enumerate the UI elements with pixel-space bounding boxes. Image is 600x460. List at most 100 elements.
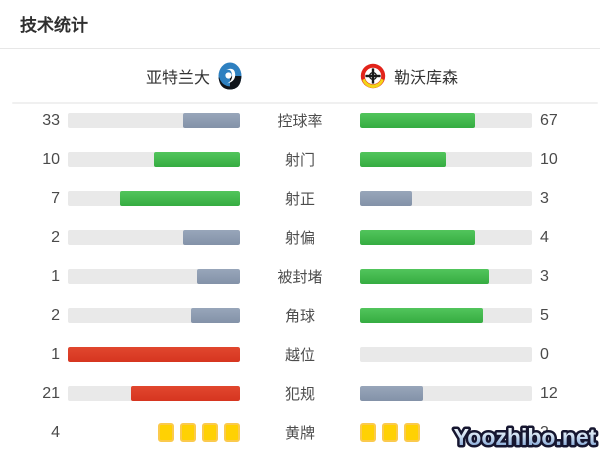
leverkusen-logo-icon — [360, 63, 386, 89]
home-bar-fill — [197, 268, 240, 284]
home-bar — [68, 384, 240, 404]
away-value: 3 — [540, 267, 549, 285]
stat-label: 射偏 — [284, 230, 315, 247]
away-bar-track — [360, 190, 532, 206]
away-bar-fill — [360, 385, 423, 401]
watermark-text: Yoozhibo.net — [454, 424, 597, 450]
away-bar — [360, 150, 532, 170]
away-bar-fill — [360, 268, 489, 284]
home-bar-track — [68, 229, 240, 245]
yellow-card-icon — [382, 423, 398, 442]
away-value: 12 — [540, 384, 558, 402]
home-bar-fill — [190, 307, 240, 323]
home-bar — [68, 345, 240, 365]
stat-label: 犯规 — [284, 386, 315, 403]
home-value: 10 — [42, 150, 60, 168]
home-yellow-cards — [68, 423, 240, 443]
away-bar-track — [360, 385, 532, 401]
yellow-card-icon — [158, 423, 174, 442]
page-title: 技术统计 — [20, 16, 88, 35]
home-bar-fill — [182, 229, 240, 245]
atalanta-logo-icon — [218, 62, 242, 90]
away-value: 4 — [540, 228, 549, 246]
home-value: 1 — [51, 267, 60, 285]
stat-row: 2 射偏 4 — [0, 218, 600, 257]
away-bar — [360, 306, 532, 326]
away-bar-fill — [360, 229, 475, 245]
away-bar — [360, 345, 532, 365]
home-value: 2 — [51, 306, 60, 324]
stats-rows: 33 控球率 67 10 射门 10 7 射正 3 2 射偏 4 1 被封堵 3 2 角球 5 1 越位 0 21 犯规 12… — [0, 101, 600, 452]
home-value: 1 — [51, 345, 60, 363]
away-bar — [360, 111, 532, 131]
yellow-card-icon — [202, 423, 218, 442]
away-bar-fill — [360, 151, 446, 167]
yellow-card-icon — [360, 423, 376, 442]
away-bar — [360, 384, 532, 404]
home-bar — [68, 423, 240, 443]
home-value: 4 — [51, 423, 60, 441]
away-bar-fill — [360, 112, 476, 128]
stat-row: 7 射正 3 — [0, 179, 600, 218]
away-value: 5 — [540, 306, 549, 324]
home-value: 7 — [51, 189, 60, 207]
home-bar-fill — [119, 190, 240, 206]
yellow-card-icon — [180, 423, 196, 442]
stat-label: 黄牌 — [284, 425, 315, 442]
away-team-name: 勒沃库森 — [394, 69, 459, 87]
away-bar-track — [360, 307, 532, 323]
stat-row: 2 角球 5 — [0, 296, 600, 335]
home-bar-fill — [130, 385, 240, 401]
home-bar-track — [68, 112, 240, 128]
home-bar-track — [68, 385, 240, 401]
away-value: 10 — [540, 150, 558, 168]
stat-row: 1 越位 0 — [0, 335, 600, 374]
home-bar-fill — [154, 151, 240, 167]
home-bar-track — [68, 307, 240, 323]
home-bar-fill — [183, 112, 240, 128]
home-value: 21 — [42, 384, 60, 402]
home-bar-track — [68, 268, 240, 284]
yellow-card-icon — [224, 423, 240, 442]
home-team-name: 亚特兰大 — [145, 69, 210, 87]
away-bar — [360, 267, 532, 287]
home-bar — [68, 267, 240, 287]
stat-row: 10 射门 10 — [0, 140, 600, 179]
away-bar — [360, 423, 532, 443]
stat-label: 被封堵 — [277, 269, 323, 286]
away-value: 3 — [540, 423, 549, 441]
home-bar-track — [68, 346, 240, 362]
stat-label: 越位 — [284, 347, 315, 364]
stat-row: 33 控球率 67 — [0, 101, 600, 140]
home-bar — [68, 189, 240, 209]
away-bar-track — [360, 268, 532, 284]
away-bar-track — [360, 346, 532, 362]
away-value: 0 — [540, 345, 549, 363]
home-value: 33 — [42, 111, 60, 129]
home-bar — [68, 228, 240, 248]
away-bar-track — [360, 112, 532, 128]
away-team: 勒沃库森 — [360, 49, 458, 102]
away-value: 3 — [540, 189, 549, 207]
stat-row: 1 被封堵 3 — [0, 257, 600, 296]
home-bar-track — [68, 190, 240, 206]
away-bar-fill — [360, 307, 483, 323]
home-bar — [68, 150, 240, 170]
stat-row: 4 黄牌 3 — [0, 413, 600, 452]
away-bar — [360, 228, 532, 248]
stat-label: 角球 — [284, 308, 315, 325]
home-value: 2 — [51, 228, 60, 246]
away-bar — [360, 189, 532, 209]
home-team: 亚特兰大 — [68, 49, 242, 102]
yellow-card-icon — [404, 423, 420, 442]
stat-row: 21 犯规 12 — [0, 374, 600, 413]
team-header: 亚特兰大 勒沃库森 — [0, 49, 600, 102]
away-bar-fill — [360, 190, 412, 206]
away-yellow-cards — [360, 423, 532, 443]
stat-label: 射正 — [284, 191, 315, 208]
title-divider — [0, 48, 600, 49]
home-bar-track — [68, 151, 240, 167]
watermark: Yoozhibo.net — [450, 419, 600, 460]
away-value: 67 — [540, 111, 558, 129]
away-bar-track — [360, 151, 532, 167]
